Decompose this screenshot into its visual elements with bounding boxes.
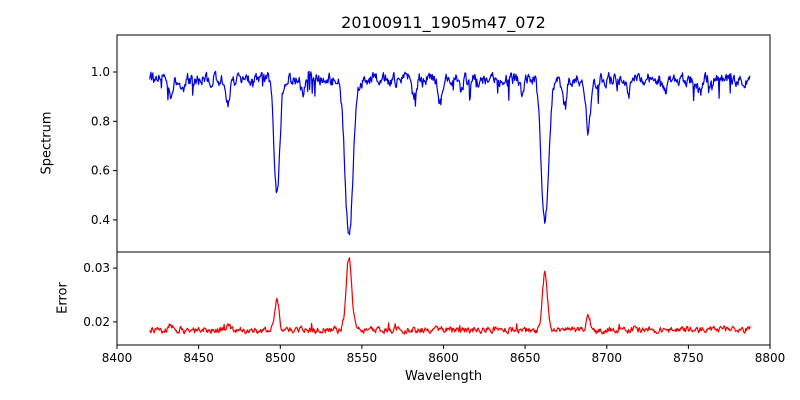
x-axis-label: Wavelength [404,369,483,384]
svg-text:0.02: 0.02 [83,315,110,329]
svg-text:8650: 8650 [510,351,541,365]
chart-title: 20100911_1905m47_072 [341,13,546,32]
svg-text:0.6: 0.6 [91,164,110,178]
svg-text:8500: 8500 [265,351,296,365]
svg-text:8800: 8800 [755,351,786,365]
svg-text:8700: 8700 [592,351,623,365]
svg-text:8550: 8550 [347,351,378,365]
svg-text:0.8: 0.8 [91,114,110,128]
svg-text:8600: 8600 [428,351,459,365]
svg-text:8450: 8450 [183,351,214,365]
svg-text:0.4: 0.4 [91,213,110,227]
svg-text:0.03: 0.03 [83,261,110,275]
svg-text:8400: 8400 [102,351,133,365]
svg-text:8750: 8750 [673,351,704,365]
svg-text:1.0: 1.0 [91,65,110,79]
